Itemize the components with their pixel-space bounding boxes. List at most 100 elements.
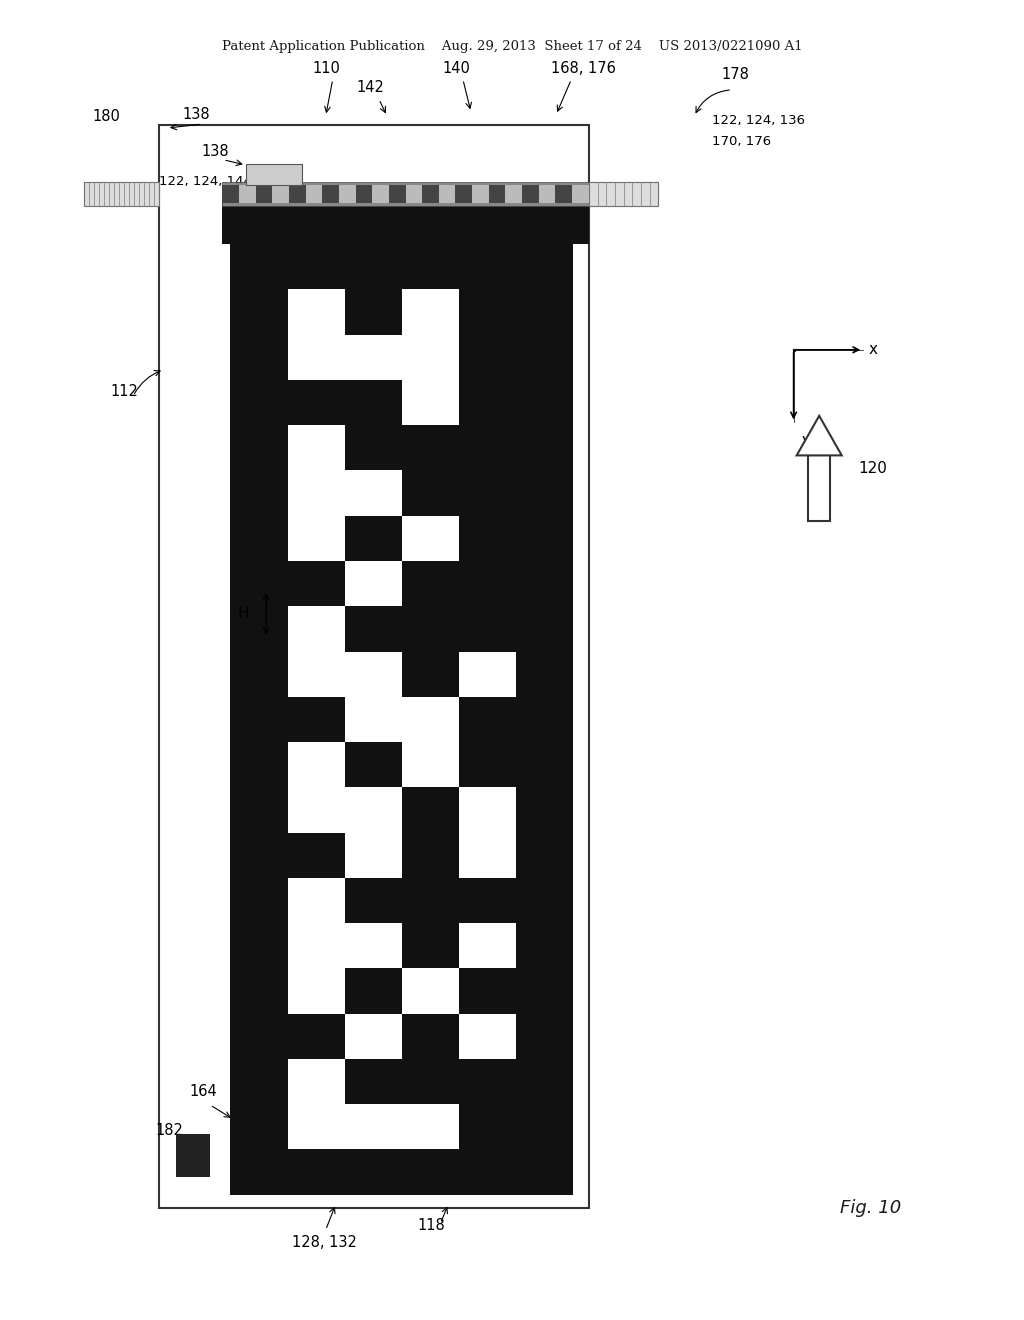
Bar — [401, 833, 459, 878]
Bar — [401, 244, 459, 289]
Bar — [230, 833, 288, 878]
Bar — [345, 1104, 401, 1150]
Bar — [516, 697, 573, 742]
Bar — [459, 380, 516, 425]
Bar — [589, 182, 597, 206]
Bar — [230, 742, 288, 787]
Bar — [288, 289, 345, 335]
Text: 178: 178 — [722, 67, 750, 82]
Bar — [401, 1014, 459, 1059]
Bar — [516, 787, 573, 833]
Bar — [345, 1150, 401, 1195]
Bar — [109, 182, 114, 206]
Bar — [401, 878, 459, 923]
Bar — [456, 185, 472, 203]
Bar — [516, 335, 573, 380]
Bar — [230, 923, 288, 969]
Bar — [401, 606, 459, 652]
Bar — [345, 652, 401, 697]
Bar — [345, 516, 401, 561]
Bar — [288, 380, 345, 425]
Bar — [506, 185, 522, 203]
Bar — [230, 697, 288, 742]
Bar — [459, 652, 516, 697]
Text: H: H — [238, 606, 249, 622]
Bar — [345, 969, 401, 1014]
Bar — [84, 182, 89, 206]
Bar — [516, 289, 573, 335]
Bar — [606, 182, 614, 206]
Bar — [124, 182, 129, 206]
Bar — [459, 1014, 516, 1059]
Text: 170, 176: 170, 176 — [712, 135, 771, 148]
Bar — [272, 185, 289, 203]
Bar — [176, 1134, 210, 1177]
Bar — [288, 516, 345, 561]
Bar — [230, 516, 288, 561]
Bar — [288, 787, 345, 833]
Bar — [459, 244, 516, 289]
Bar — [345, 833, 401, 878]
Bar — [159, 125, 589, 1208]
Bar — [345, 697, 401, 742]
Bar — [230, 969, 288, 1014]
Bar — [372, 185, 389, 203]
Bar — [401, 1150, 459, 1195]
Bar — [230, 878, 288, 923]
Bar — [288, 425, 345, 470]
Bar — [114, 182, 119, 206]
Bar — [401, 516, 459, 561]
Bar — [288, 1104, 345, 1150]
Bar — [401, 1104, 459, 1150]
Bar — [288, 244, 345, 289]
Bar — [401, 425, 459, 470]
Bar — [345, 1014, 401, 1059]
Bar — [230, 425, 288, 470]
Bar — [288, 561, 345, 606]
Bar — [401, 561, 459, 606]
Bar — [522, 185, 539, 203]
Bar — [345, 425, 401, 470]
Bar — [401, 335, 459, 380]
Bar — [230, 380, 288, 425]
Bar — [401, 1059, 459, 1104]
Bar — [230, 606, 288, 652]
Bar — [129, 182, 134, 206]
Text: y: y — [802, 433, 811, 447]
Text: 128, 132: 128, 132 — [292, 1236, 356, 1250]
Bar — [459, 923, 516, 969]
Bar — [345, 742, 401, 787]
Bar — [288, 969, 345, 1014]
Bar — [401, 697, 459, 742]
Bar — [84, 182, 159, 206]
Text: 182: 182 — [156, 1123, 183, 1138]
Bar — [288, 1014, 345, 1059]
Bar — [256, 185, 272, 203]
Bar — [103, 182, 109, 206]
Bar — [516, 742, 573, 787]
Bar — [222, 185, 239, 203]
Bar — [230, 244, 288, 289]
Bar — [459, 742, 516, 787]
Bar — [230, 1059, 288, 1104]
Bar — [230, 652, 288, 697]
Bar — [459, 878, 516, 923]
Bar — [624, 182, 632, 206]
Bar — [516, 244, 573, 289]
Bar — [139, 182, 143, 206]
Polygon shape — [797, 416, 842, 455]
Bar — [99, 182, 103, 206]
Bar — [339, 185, 355, 203]
Bar — [459, 1150, 516, 1195]
Bar — [288, 1059, 345, 1104]
Text: 142: 142 — [356, 81, 384, 95]
Bar — [288, 470, 345, 516]
Bar — [345, 289, 401, 335]
Bar — [143, 182, 148, 206]
Bar — [222, 202, 589, 244]
Bar — [289, 185, 305, 203]
Bar — [472, 185, 488, 203]
Bar — [323, 185, 339, 203]
Bar — [516, 516, 573, 561]
Bar — [516, 1014, 573, 1059]
